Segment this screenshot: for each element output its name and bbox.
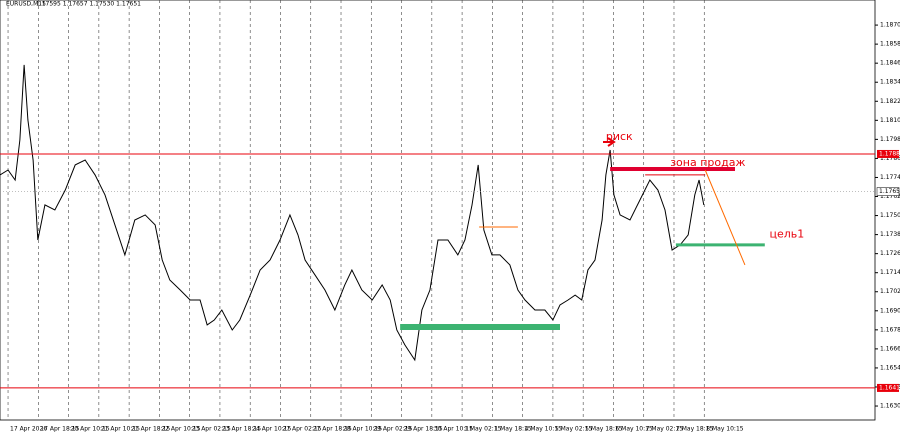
x-tick-label: 21 Apr 10:15 — [101, 426, 140, 433]
x-tick-label: 4 May 10:15 — [525, 426, 563, 433]
x-tick-label: 20 Apr 10:15 — [71, 426, 110, 433]
x-tick-label: 7 May 02:15 — [646, 426, 684, 433]
drawn-segment — [704, 169, 746, 266]
x-tick-label: 17 Apr 2026 — [10, 426, 47, 433]
annotation: риск — [606, 130, 633, 143]
risk-arrow — [603, 137, 616, 147]
y-tick-label: 1.18700 — [880, 22, 900, 29]
y-tick-label: 1.17980 — [880, 136, 900, 143]
x-tick-label: 8 May 10:15 — [706, 426, 744, 433]
y-tick-label: 1.18100 — [880, 117, 900, 124]
y-tick-label: 1.16540 — [880, 364, 900, 371]
y-tick-label: 1.16900 — [880, 307, 900, 314]
y-tick-label: 1.18460 — [880, 60, 900, 67]
x-tick-label: 29 Apr 02:15 — [373, 426, 412, 433]
x-tick-label: 21 Apr 18:15 — [131, 426, 170, 433]
ohlc: 1.17595 1.17657 1.17530 1.17651 — [36, 1, 141, 8]
y-tick-label: 1.17140 — [880, 269, 900, 276]
y-tick-label: 1.18580 — [880, 41, 900, 48]
y-tick-label: 1.17500 — [880, 212, 900, 219]
annotation: цель1 — [770, 228, 805, 241]
x-tick-label: 27 Apr 18:15 — [313, 426, 352, 433]
y-tick-label: 1.16660 — [880, 345, 900, 352]
current-price-label: 1.17651 — [879, 188, 900, 195]
x-tick-label: 5 May 02:15 — [555, 426, 593, 433]
level-label: 1.16414 — [879, 384, 900, 391]
x-tick-label: 17 Apr 18:15 — [40, 426, 79, 433]
x-tick-label: 5 May 18:15 — [585, 426, 623, 433]
y-tick-label: 1.16780 — [880, 326, 900, 333]
y-tick-label: 1.16300 — [880, 403, 900, 410]
plot-frame — [0, 0, 876, 421]
y-tick-label: 1.17620 — [880, 193, 900, 200]
x-tick-label: 23 Apr 18:15 — [222, 426, 261, 433]
symbol: EURUSD,M15 — [6, 1, 46, 8]
y-tick-label: 1.17020 — [880, 288, 900, 295]
level-label: 1.17888 — [879, 150, 900, 157]
y-tick-label: 1.18340 — [880, 79, 900, 86]
x-tick-label: 22 Apr 10:15 — [161, 426, 200, 433]
x-tick-label: 30 Apr 10:15 — [434, 426, 473, 433]
y-tick-label: 1.17860 — [880, 155, 900, 162]
y-tick-label: 1.17260 — [880, 250, 900, 257]
x-tick-label: 28 Apr 10:15 — [343, 426, 382, 433]
y-tick-label: 1.18220 — [880, 98, 900, 105]
x-tick-label: 24 Apr 10:15 — [252, 426, 291, 433]
current-price-tag — [876, 187, 900, 196]
x-tick-label: 1 May 02:15 — [464, 426, 502, 433]
level-tag — [877, 149, 899, 158]
x-tick-label: 6 May 10:15 — [615, 426, 653, 433]
y-tick-label: 1.17740 — [880, 174, 900, 181]
x-tick-label: 1 May 18:15 — [494, 426, 532, 433]
y-tick-label: 1.17380 — [880, 231, 900, 238]
annotation: зона продаж — [670, 156, 745, 169]
x-tick-label: 7 May 18:15 — [676, 426, 714, 433]
x-tick-label: 23 Apr 02:15 — [192, 426, 231, 433]
x-tick-label: 27 Apr 02:15 — [282, 426, 321, 433]
level-tag — [877, 383, 899, 392]
price-line — [0, 64, 705, 362]
x-tick-label: 29 Apr 18:15 — [404, 426, 443, 433]
